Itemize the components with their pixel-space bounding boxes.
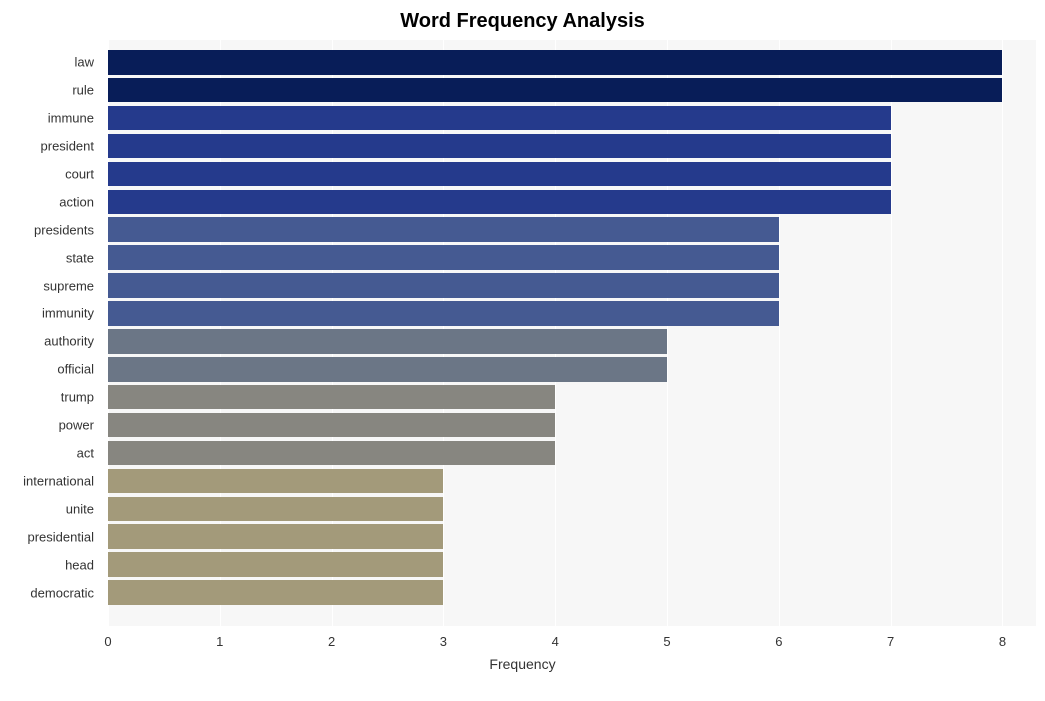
y-tick: action <box>59 194 102 209</box>
bar <box>108 245 779 270</box>
y-tick: trump <box>61 390 102 405</box>
bar <box>108 134 891 159</box>
bar <box>108 106 891 131</box>
bar <box>108 552 443 577</box>
bar <box>108 273 779 298</box>
y-tick: law <box>74 55 102 70</box>
bar <box>108 580 443 605</box>
y-tick: immune <box>48 111 102 126</box>
chart-title: Word Frequency Analysis <box>0 10 1045 33</box>
x-tick: 3 <box>440 634 447 649</box>
x-tick: 5 <box>663 634 670 649</box>
bar <box>108 50 1002 75</box>
x-tick: 1 <box>216 634 223 649</box>
bar <box>108 357 667 382</box>
bar <box>108 469 443 494</box>
chart-container: Word Frequency Analysis Frequency 0 1 2 3 4 5… <box>0 0 1045 701</box>
y-tick: authority <box>44 334 102 349</box>
x-tick: 0 <box>104 634 111 649</box>
y-tick: state <box>66 250 102 265</box>
y-tick: act <box>77 445 102 460</box>
y-tick: head <box>65 557 102 572</box>
y-tick: court <box>65 166 102 181</box>
x-tick: 2 <box>328 634 335 649</box>
bar <box>108 162 891 187</box>
y-tick: unite <box>66 501 102 516</box>
y-tick: democratic <box>30 585 102 600</box>
bar <box>108 301 779 326</box>
bar <box>108 217 779 242</box>
bar <box>108 524 443 549</box>
x-tick: 6 <box>775 634 782 649</box>
y-tick: president <box>41 139 102 154</box>
y-tick: immunity <box>42 306 102 321</box>
bar <box>108 497 443 522</box>
y-tick: supreme <box>43 278 102 293</box>
x-tick: 8 <box>999 634 1006 649</box>
y-tick: power <box>59 418 102 433</box>
gridline <box>1002 40 1003 626</box>
x-tick: 4 <box>552 634 559 649</box>
y-tick: international <box>23 473 102 488</box>
bar <box>108 441 555 466</box>
y-tick: presidential <box>28 529 103 544</box>
y-tick: official <box>57 362 102 377</box>
x-axis-label: Frequency <box>0 656 1045 672</box>
y-tick: rule <box>72 83 102 98</box>
bar <box>108 78 1002 103</box>
plot-area <box>108 40 1036 626</box>
bar <box>108 413 555 438</box>
gridline <box>891 40 892 626</box>
bar <box>108 385 555 410</box>
bar <box>108 329 667 354</box>
y-tick: presidents <box>34 222 102 237</box>
x-tick: 7 <box>887 634 894 649</box>
bar <box>108 190 891 215</box>
